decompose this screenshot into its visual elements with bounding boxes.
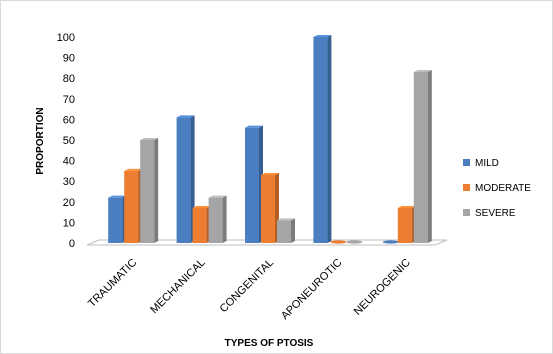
- bar-moderate-congenital: [261, 173, 279, 243]
- legend-label: MILD: [475, 158, 499, 169]
- bar-side: [327, 35, 332, 243]
- legend-swatch: [463, 159, 470, 166]
- bar-side: [154, 138, 159, 243]
- y-tick-label: 30: [63, 176, 75, 188]
- bar-severe-aponeurotic: [346, 240, 363, 244]
- bar-zero-cap: [382, 240, 399, 244]
- bar-front: [413, 72, 428, 244]
- bar-mild-mechanical: [176, 115, 195, 243]
- bar-moderate-mechanical: [192, 205, 211, 243]
- y-tick-label: 70: [63, 94, 75, 106]
- y-tick-label: 60: [63, 114, 75, 126]
- bar-front: [313, 37, 328, 243]
- bar-marks: [108, 35, 432, 244]
- bar-mild-aponeurotic: [313, 35, 332, 243]
- bar-severe-traumatic: [140, 138, 159, 243]
- bar-top: [277, 218, 295, 221]
- bar-front: [192, 207, 207, 243]
- bar-zero-cap: [330, 240, 347, 244]
- bar-front: [176, 117, 191, 243]
- legend: MILD MODERATE SEVERE: [463, 158, 531, 219]
- bar-front: [140, 140, 155, 243]
- bar-front: [208, 197, 223, 243]
- bar-front: [397, 207, 412, 243]
- bar-side: [222, 195, 227, 243]
- y-tick-labels: 0 10 20 30 40 50 60 70 80 90 100: [57, 32, 75, 250]
- bar-front: [108, 197, 123, 243]
- y-tick-label: 50: [63, 135, 75, 147]
- bar-mild-traumatic: [108, 195, 127, 243]
- bar-top: [140, 138, 159, 140]
- legend-swatch: [463, 184, 470, 191]
- y-tick-label: 40: [63, 156, 75, 168]
- bar-severe-mechanical: [208, 195, 227, 243]
- bar-front: [261, 175, 275, 243]
- bar-top: [176, 115, 195, 118]
- bar-top: [124, 168, 143, 171]
- y-tick-label: 20: [63, 197, 75, 209]
- legend-swatch: [463, 209, 470, 216]
- bar-side: [291, 218, 295, 243]
- y-axis-title: PROPORTION: [35, 107, 46, 174]
- bar-front: [245, 127, 259, 243]
- bar-top: [192, 205, 211, 208]
- legend-label: SEVERE: [475, 208, 516, 219]
- bar-moderate-aponeurotic: [330, 240, 347, 244]
- bar-top: [313, 35, 332, 37]
- bar-side: [427, 70, 432, 244]
- bar-top: [245, 125, 263, 128]
- x-tick-label: CONGENITAL: [218, 257, 276, 315]
- bar-top: [397, 205, 416, 208]
- x-axis-title: TYPES OF PTOSIS: [225, 338, 314, 349]
- bar-mild-neurogenic: [382, 240, 399, 244]
- x-tick-label: NEUROGENIC: [352, 257, 413, 318]
- x-tick-label: APONEUROTIC: [279, 257, 345, 323]
- bar-mild-congenital: [245, 125, 263, 243]
- bar-front: [277, 220, 291, 243]
- x-tick-labels: TRAUMATIC MECHANICAL CONGENITAL APONEUROTIC…: [86, 257, 413, 323]
- bar-moderate-traumatic: [124, 168, 143, 243]
- bar-top: [413, 70, 432, 73]
- bar-zero-cap: [346, 240, 363, 244]
- bar-top: [108, 195, 127, 198]
- bar-front: [124, 170, 139, 243]
- y-tick-label: 90: [63, 53, 75, 65]
- bar-top: [208, 195, 227, 198]
- y-tick-label: 80: [63, 73, 75, 85]
- y-tick-label: 0: [69, 238, 75, 250]
- x-tick-label: MECHANICAL: [148, 257, 207, 316]
- bar-severe-neurogenic: [413, 70, 432, 244]
- bar-top: [261, 173, 279, 176]
- bar-moderate-neurogenic: [397, 205, 416, 243]
- x-tick-label: TRAUMATIC: [86, 257, 139, 310]
- y-tick-label: 100: [57, 32, 75, 44]
- legend-label: MODERATE: [475, 183, 531, 194]
- bar-severe-congenital: [277, 218, 295, 243]
- y-tick-label: 10: [63, 217, 75, 229]
